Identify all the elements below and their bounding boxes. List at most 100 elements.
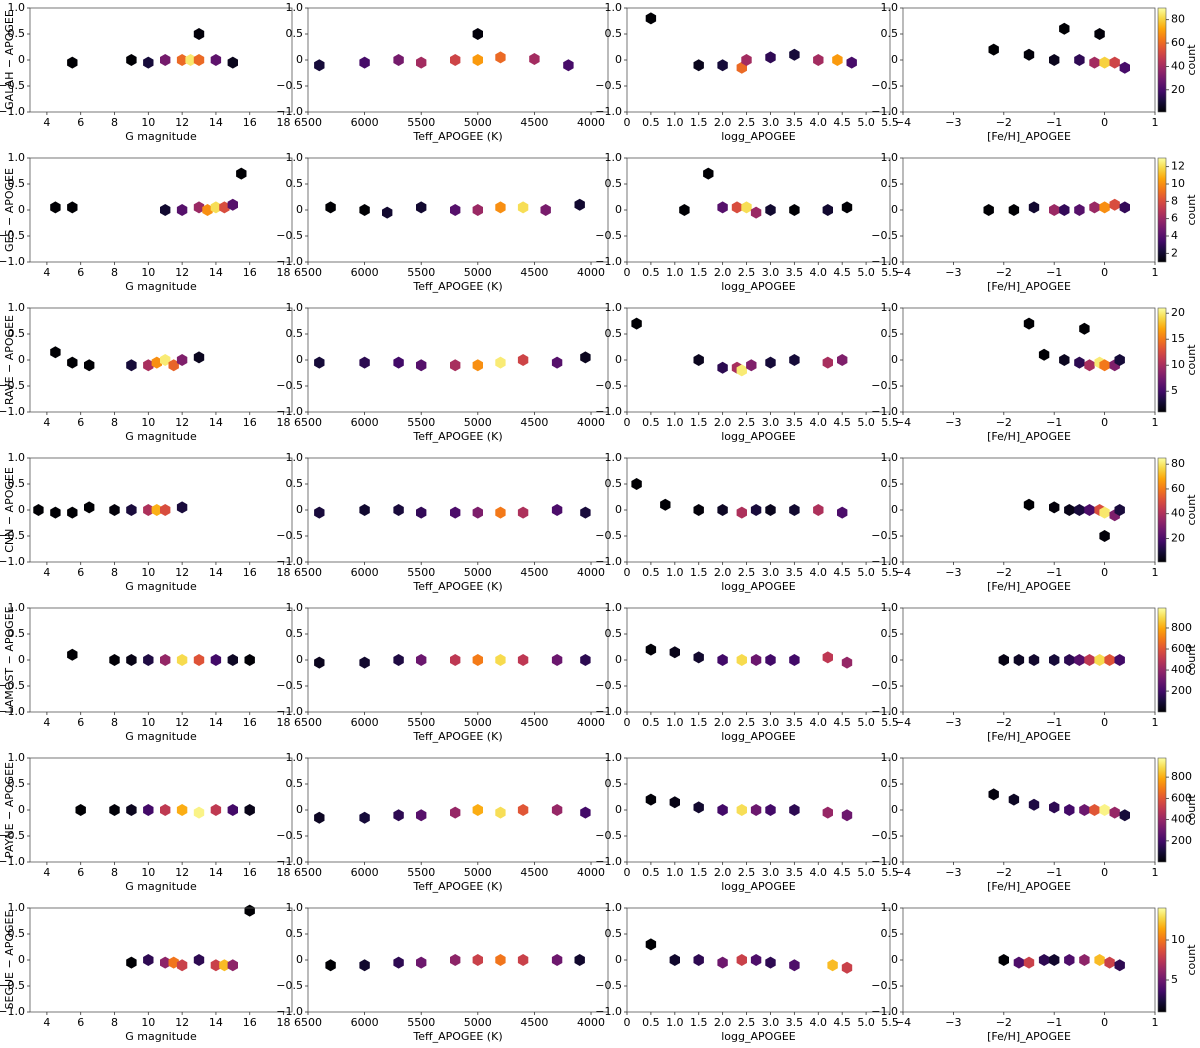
hex-cell bbox=[176, 354, 188, 366]
hex-cell bbox=[1074, 504, 1085, 516]
hex-cell bbox=[126, 956, 137, 969]
x-axis-label: G magnitude bbox=[125, 880, 197, 893]
x-tick-label: −2 bbox=[996, 866, 1012, 879]
hex-cell bbox=[359, 356, 370, 369]
y-tick-label: 1.0 bbox=[605, 1, 623, 14]
hex-cell bbox=[227, 959, 238, 972]
y-tick-label: 0.5 bbox=[286, 927, 304, 940]
y-tick-label: −0.5 bbox=[595, 829, 622, 842]
colorbar-label: count bbox=[1185, 494, 1198, 526]
y-tick-label: 1.0 bbox=[286, 751, 304, 764]
x-tick-label: 16 bbox=[243, 416, 257, 429]
y-tick-label: −1.0 bbox=[871, 255, 898, 268]
y-tick-label: −0.5 bbox=[0, 79, 25, 92]
hex-cell bbox=[495, 356, 506, 369]
hex-cell bbox=[827, 959, 838, 972]
axes-frame bbox=[626, 307, 891, 413]
x-tick-label: 4.0 bbox=[810, 566, 828, 579]
hex-cell bbox=[495, 506, 506, 519]
colorbar-tick-label: 5 bbox=[1171, 973, 1178, 986]
colorbar bbox=[1157, 157, 1167, 263]
x-tick-label: 0 bbox=[624, 866, 631, 879]
x-tick-label: 8 bbox=[111, 1016, 118, 1029]
hex-cell bbox=[551, 356, 563, 369]
hex-cell bbox=[160, 54, 171, 66]
y-tick-label: −1.0 bbox=[595, 705, 622, 718]
x-tick-label: 4 bbox=[43, 716, 50, 729]
x-tick-label: 5000 bbox=[464, 416, 492, 429]
x-tick-label: −3 bbox=[945, 716, 961, 729]
hex-cell bbox=[736, 804, 747, 816]
hex-cell bbox=[1119, 809, 1130, 822]
y-tick-label: 0 bbox=[891, 53, 898, 66]
x-tick-label: 3.0 bbox=[762, 416, 780, 429]
y-tick-label: −0.5 bbox=[871, 229, 898, 242]
hex-cell bbox=[160, 354, 171, 366]
y-tick-label: 1.0 bbox=[286, 901, 304, 914]
y-tick-label: −0.5 bbox=[0, 679, 25, 692]
x-axis-label: [Fe/H]_APOGEE bbox=[987, 430, 1071, 443]
hex-cell bbox=[765, 804, 776, 816]
hex-cell bbox=[741, 201, 752, 214]
hex-cell bbox=[393, 809, 404, 822]
y-tick-label: 0.5 bbox=[286, 777, 304, 790]
x-tick-label: 10 bbox=[141, 266, 155, 279]
colorbar-tick-label: 20 bbox=[1171, 306, 1185, 319]
x-axis-label: logg_APOGEE bbox=[721, 430, 796, 443]
x-tick-label: 4.0 bbox=[810, 416, 828, 429]
x-tick-label: −2 bbox=[996, 1016, 1012, 1029]
x-tick-label: 4500 bbox=[520, 416, 548, 429]
x-tick-label: 6000 bbox=[351, 1016, 379, 1029]
y-tick-label: 0 bbox=[18, 53, 25, 66]
hex-cell bbox=[109, 654, 120, 666]
y-tick-label: −1.0 bbox=[276, 555, 303, 568]
hex-cell bbox=[998, 954, 1009, 966]
x-axis-label: [Fe/H]_APOGEE bbox=[987, 280, 1071, 293]
x-tick-label: 6000 bbox=[351, 116, 379, 129]
x-tick-label: 5.0 bbox=[857, 416, 875, 429]
hex-cell bbox=[789, 204, 800, 216]
hex-cell bbox=[822, 356, 833, 369]
x-tick-label: 2.5 bbox=[738, 716, 756, 729]
hex-cell bbox=[679, 204, 690, 216]
hex-cell bbox=[717, 59, 728, 72]
y-tick-label: 1.0 bbox=[8, 1, 26, 14]
x-tick-label: 5.5 bbox=[881, 716, 899, 729]
x-tick-label: 8 bbox=[111, 416, 118, 429]
x-axis-label: G magnitude bbox=[125, 1030, 197, 1043]
x-tick-label: 12 bbox=[175, 116, 189, 129]
hex-cell bbox=[837, 354, 848, 366]
hex-cell bbox=[236, 167, 247, 180]
hex-cell bbox=[193, 54, 205, 66]
y-tick-label: 1.0 bbox=[881, 901, 899, 914]
y-tick-label: −1.0 bbox=[0, 105, 25, 118]
y-tick-label: −1.0 bbox=[0, 555, 25, 568]
hex-cell bbox=[193, 28, 205, 40]
y-tick-label: −0.5 bbox=[276, 229, 303, 242]
x-tick-label: 1.0 bbox=[666, 416, 684, 429]
y-tick-label: −0.5 bbox=[276, 529, 303, 542]
hex-cell bbox=[750, 804, 762, 816]
x-tick-label: 3.0 bbox=[762, 1016, 780, 1029]
hex-cell bbox=[563, 59, 574, 72]
x-tick-label: 0 bbox=[1101, 416, 1108, 429]
x-tick-label: 14 bbox=[209, 416, 223, 429]
y-tick-label: −1.0 bbox=[276, 855, 303, 868]
x-tick-label: 3.0 bbox=[762, 116, 780, 129]
hex-cell bbox=[176, 204, 188, 216]
hex-cell bbox=[1114, 504, 1125, 516]
hex-cell bbox=[746, 359, 757, 372]
x-tick-label: −4 bbox=[895, 566, 911, 579]
x-tick-label: 0 bbox=[1101, 266, 1108, 279]
y-tick-label: −1.0 bbox=[871, 705, 898, 718]
x-tick-label: 0 bbox=[1101, 116, 1108, 129]
hex-cell bbox=[1114, 959, 1125, 972]
x-tick-label: −2 bbox=[996, 116, 1012, 129]
colorbar-tick-label: 20 bbox=[1171, 531, 1185, 544]
hex-cell bbox=[193, 806, 205, 819]
x-tick-label: 1 bbox=[1152, 266, 1159, 279]
x-tick-label: 14 bbox=[209, 1016, 223, 1029]
hex-cell bbox=[1094, 654, 1105, 666]
x-tick-label: 14 bbox=[209, 116, 223, 129]
